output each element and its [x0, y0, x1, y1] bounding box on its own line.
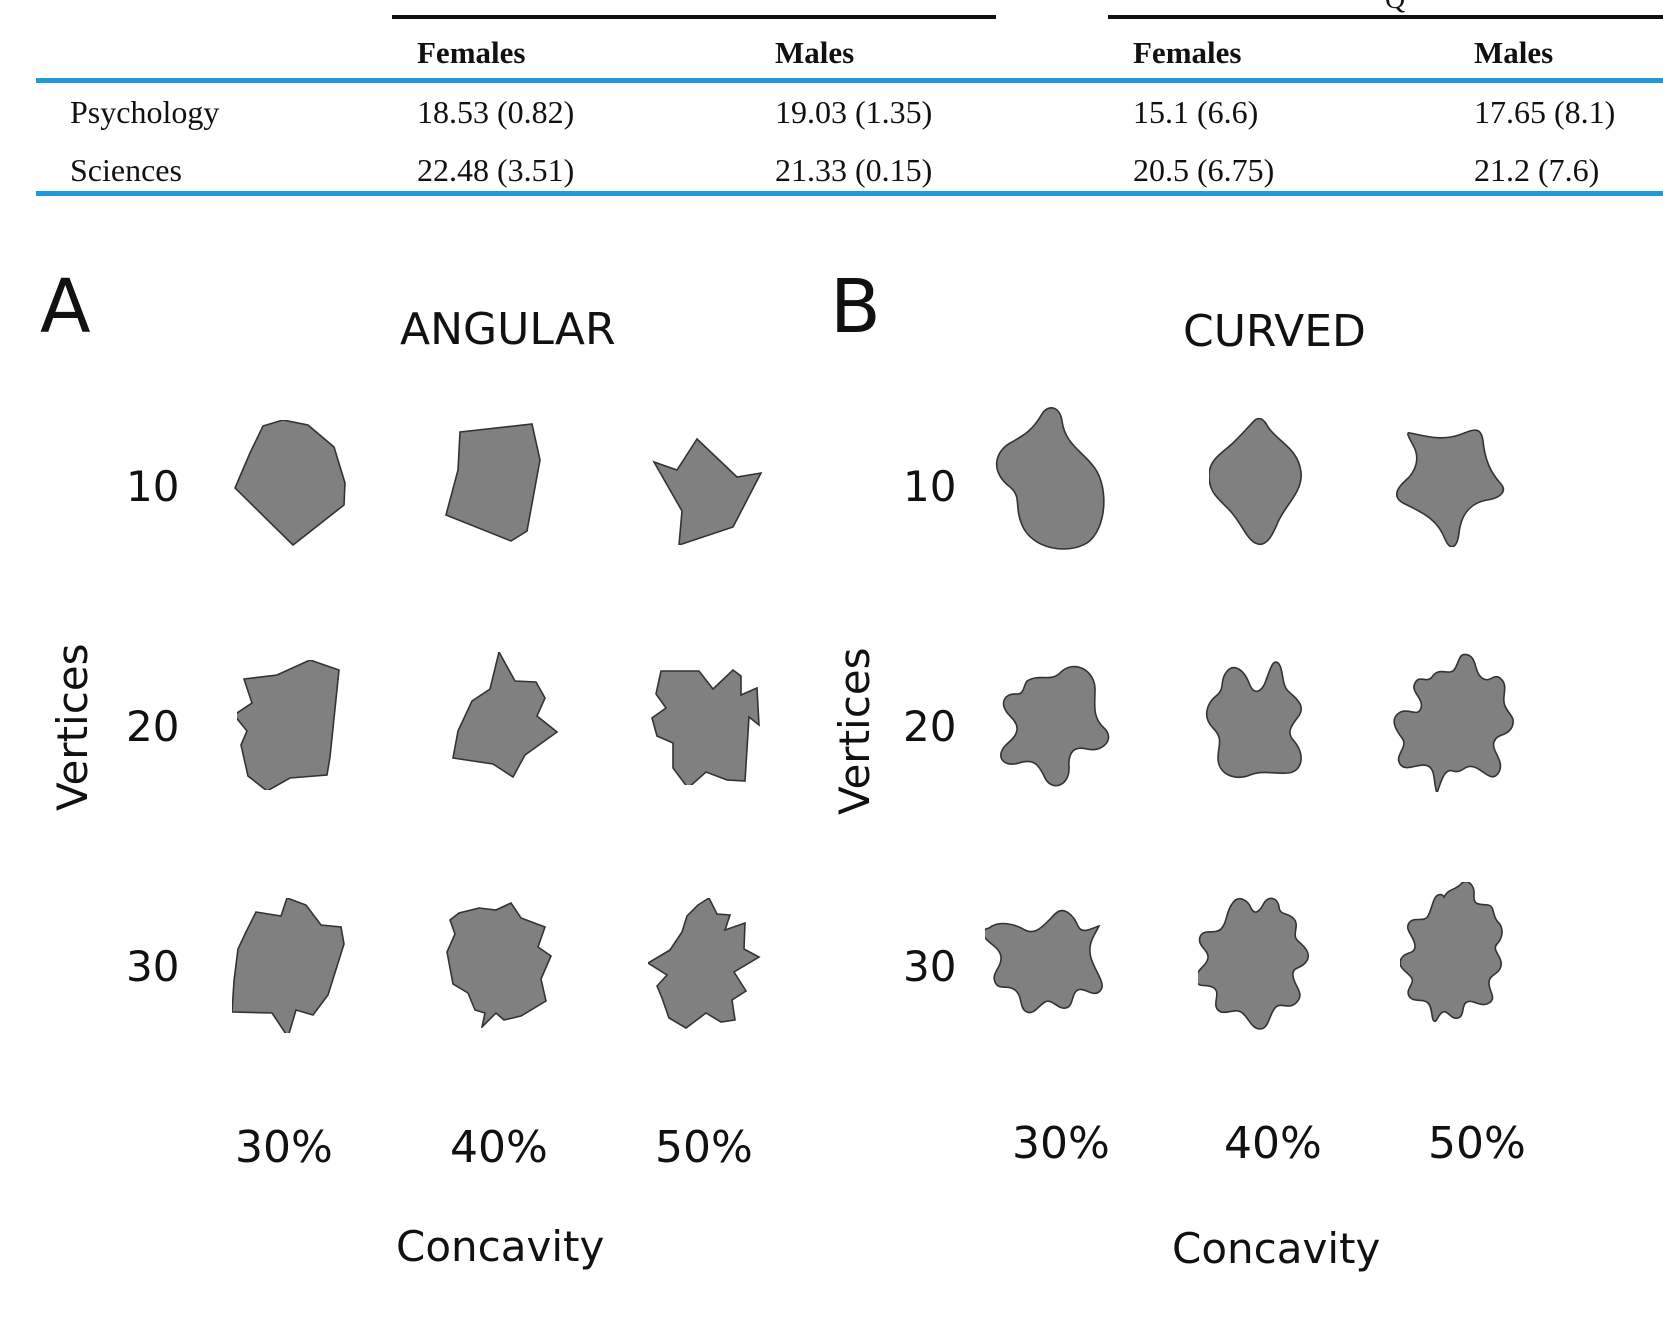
group-header-rule-2 — [1108, 15, 1663, 19]
table-cell: 17.65 (8.1) — [1474, 94, 1616, 130]
curved-shape-v30-c40 — [1198, 897, 1310, 1030]
row-label-10-b: 10 — [903, 462, 957, 511]
table-cell: 21.33 (0.15) — [775, 152, 933, 188]
table-bottom-rule — [36, 191, 1663, 196]
angular-shape-v20-c40 — [452, 652, 559, 779]
group-header-partial-text: Q — [1385, 0, 1405, 14]
curved-shape-v10-c50 — [1395, 429, 1505, 547]
y-axis-label-a: Vertices — [48, 643, 97, 811]
row-label-10-a: 10 — [126, 462, 180, 511]
curved-shape-v30-c50 — [1400, 882, 1503, 1022]
angular-shape-v30-c50 — [648, 898, 761, 1029]
col-label-30-b: 30% — [1012, 1118, 1110, 1169]
row-label-20-b: 20 — [903, 702, 957, 751]
y-axis-label-b: Vertices — [830, 647, 879, 815]
curved-shape-v20-c50 — [1393, 653, 1514, 792]
row-label-30-a: 30 — [126, 942, 180, 991]
row-label-20-a: 20 — [126, 702, 180, 751]
table-top-rule — [36, 78, 1663, 83]
col-label-30-a: 30% — [235, 1122, 333, 1173]
col-label-40-b: 40% — [1224, 1118, 1322, 1169]
table-cell: 22.48 (3.51) — [417, 152, 575, 188]
row-label-30-b: 30 — [903, 942, 957, 991]
table-cell: 15.1 (6.6) — [1133, 94, 1259, 130]
header-females-2: Females — [1133, 35, 1242, 70]
col-label-50-a: 50% — [655, 1122, 753, 1173]
angular-shape-v30-c30 — [232, 898, 345, 1033]
angular-shape-v20-c50 — [651, 668, 760, 785]
header-females-1: Females — [417, 35, 526, 70]
col-label-50-b: 50% — [1428, 1118, 1526, 1169]
curved-shape-v10-c30 — [995, 407, 1105, 550]
header-males-2: Males — [1474, 35, 1554, 70]
x-axis-label-a: Concavity — [396, 1222, 605, 1271]
row-label-psychology: Psychology — [70, 94, 220, 130]
angular-shape-v10-c50 — [652, 437, 763, 545]
x-axis-label-b: Concavity — [1172, 1224, 1381, 1273]
header-males-1: Males — [775, 35, 855, 70]
angular-shape-v10-c40 — [445, 423, 541, 542]
angular-shape-v10-c30 — [234, 420, 346, 547]
table-cell: 21.2 (7.6) — [1474, 152, 1600, 188]
table-cell: 18.53 (0.82) — [417, 94, 575, 130]
panel-title-angular: ANGULAR — [400, 304, 616, 355]
curved-shape-v10-c40 — [1209, 418, 1302, 546]
group-header-rule-1 — [392, 15, 996, 19]
curved-shape-v20-c40 — [1205, 661, 1302, 779]
curved-shape-v20-c30 — [1000, 665, 1110, 787]
col-label-40-a: 40% — [450, 1122, 548, 1173]
row-label-sciences: Sciences — [70, 152, 182, 188]
panel-letter-a: A — [40, 264, 91, 350]
panel-letter-b: B — [830, 264, 881, 350]
panel-title-curved: CURVED — [1183, 306, 1366, 357]
angular-shape-v20-c30 — [237, 660, 340, 790]
table-cell: 19.03 (1.35) — [775, 94, 933, 130]
data-table: Q Females Males Females Males Psychology… — [0, 0, 1663, 200]
angular-shape-v30-c40 — [446, 901, 552, 1028]
curved-shape-v30-c30 — [985, 909, 1103, 1014]
stimuli-figure: A ANGULAR Vertices 10 20 30 30% 40% 50% … — [0, 240, 1663, 1319]
table-cell: 20.5 (6.75) — [1133, 152, 1275, 188]
